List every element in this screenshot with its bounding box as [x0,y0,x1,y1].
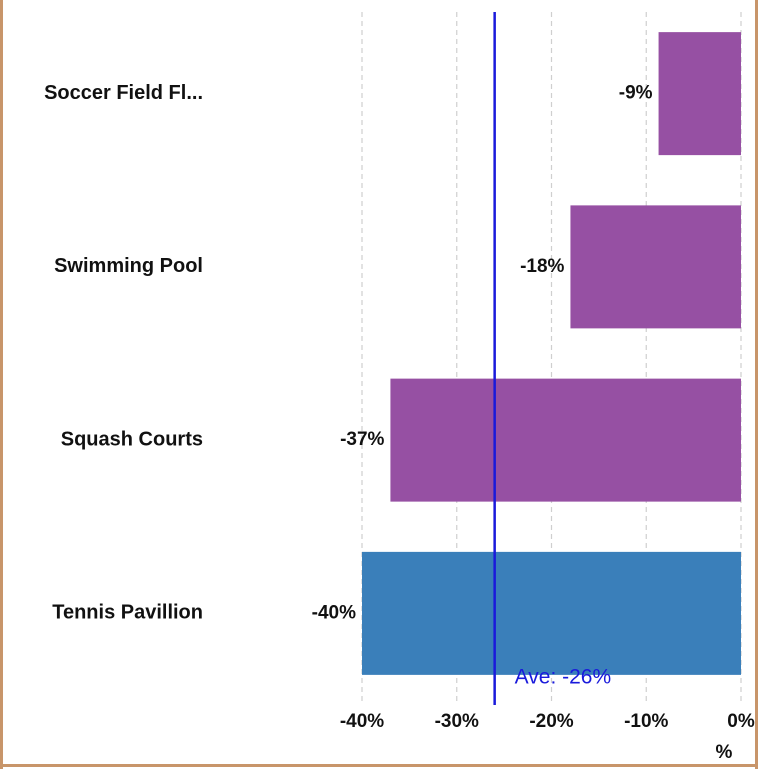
bar [390,378,741,502]
category-label: Swimming Pool [54,255,203,277]
category-label: Squash Courts [61,428,203,450]
x-tick-label: -40% [340,711,384,732]
frame-right [755,0,758,769]
reference-label: Ave: -26% [515,666,612,689]
bar [570,205,741,329]
value-label: -37% [340,429,384,450]
x-tick-label: 0% [727,711,755,732]
value-label: -18% [520,256,564,277]
value-label: -9% [619,83,653,104]
frame-left [0,0,3,769]
value-label: -40% [312,602,356,623]
x-tick-label: -10% [624,711,668,732]
x-axis-label: % [716,742,733,763]
x-tick-label: -20% [529,711,573,732]
category-label: Tennis Pavillion [52,602,203,624]
frame-bottom [0,764,758,767]
x-tick-label: -30% [435,711,479,732]
bar [362,551,741,675]
bar [658,32,741,156]
category-label: Soccer Field Fl... [44,82,203,104]
